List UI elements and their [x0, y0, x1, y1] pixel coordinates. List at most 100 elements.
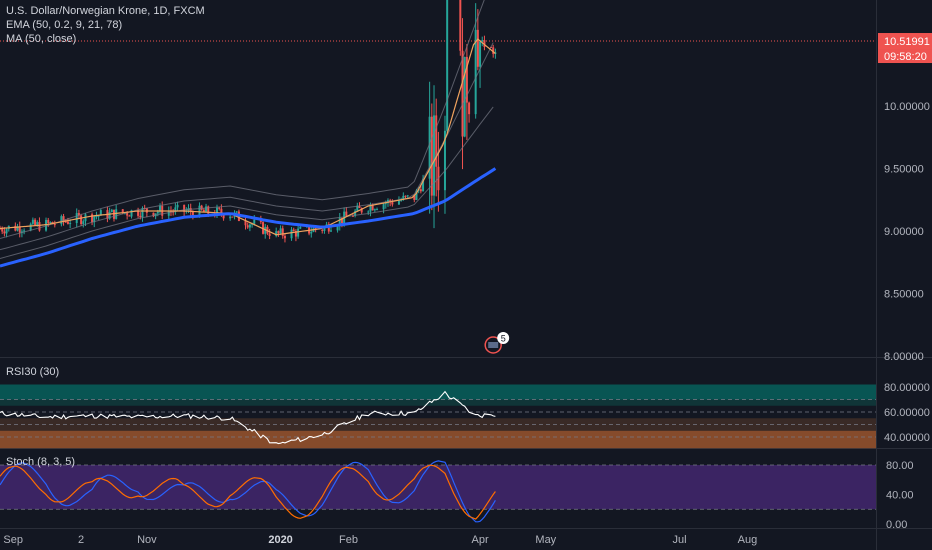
candle-body[interactable] — [62, 216, 65, 222]
rsi-title[interactable]: RSI30 (30) — [6, 366, 60, 378]
candle-body[interactable] — [259, 219, 262, 223]
candle-body[interactable] — [47, 219, 50, 224]
candle-body[interactable] — [413, 195, 416, 200]
candle-body[interactable] — [404, 195, 407, 197]
candle-body[interactable] — [323, 226, 326, 231]
candle-body[interactable] — [244, 221, 247, 226]
candle-body[interactable] — [422, 178, 425, 192]
candle-body[interactable] — [174, 207, 177, 213]
indicator-ma-label[interactable]: MA (50, close) — [6, 33, 77, 45]
candle-body[interactable] — [20, 231, 23, 233]
candle-body[interactable] — [91, 214, 94, 223]
candle-body[interactable] — [373, 209, 376, 211]
candle-body[interactable] — [327, 224, 330, 232]
candle-body[interactable] — [60, 216, 63, 225]
candle-body[interactable] — [229, 216, 232, 219]
candle-body[interactable] — [93, 216, 96, 223]
candlestick-series[interactable] — [0, 0, 497, 243]
rsi-line[interactable] — [0, 390, 496, 445]
ema-line[interactable] — [0, 38, 496, 236]
candle-body[interactable] — [492, 47, 495, 54]
candle-body[interactable] — [69, 223, 72, 225]
indicator-ema-label[interactable]: EMA (50, 0.2, 9, 21, 78) — [6, 19, 123, 31]
candle-body[interactable] — [294, 230, 297, 237]
candle-body[interactable] — [435, 115, 438, 167]
candle-body[interactable] — [5, 229, 8, 234]
candle-body[interactable] — [446, 0, 449, 131]
last-price-badge[interactable] — [878, 33, 932, 50]
ma-line[interactable] — [0, 167, 497, 268]
candle-body[interactable] — [64, 221, 67, 223]
candle-body[interactable] — [358, 205, 361, 209]
candle-body[interactable] — [461, 50, 464, 137]
candle-body[interactable] — [31, 219, 34, 224]
candle-body[interactable] — [281, 228, 284, 236]
candle-body[interactable] — [292, 229, 295, 231]
candle-body[interactable] — [369, 205, 372, 212]
candle-body[interactable] — [415, 190, 418, 200]
candle-body[interactable] — [82, 221, 85, 225]
candle-body[interactable] — [218, 207, 221, 209]
candle-body[interactable] — [481, 40, 484, 42]
candle-body[interactable] — [207, 206, 210, 214]
candle-body[interactable] — [308, 225, 311, 234]
candle-body[interactable] — [45, 219, 48, 231]
candle-body[interactable] — [77, 213, 80, 216]
candle-body[interactable] — [248, 224, 251, 228]
candle-body[interactable] — [29, 223, 32, 231]
candle-body[interactable] — [235, 211, 238, 213]
candle-body[interactable] — [202, 209, 205, 212]
ema-ribbon-line[interactable] — [0, 106, 494, 259]
stoch-title[interactable]: Stoch (8, 3, 5) — [6, 456, 76, 468]
candle-body[interactable] — [474, 29, 477, 115]
candle-body[interactable] — [53, 224, 56, 226]
candle-body[interactable] — [277, 231, 280, 234]
candle-body[interactable] — [376, 209, 379, 211]
candle-body[interactable] — [402, 195, 405, 200]
candle-body[interactable] — [433, 115, 436, 196]
stoch-d-line[interactable] — [0, 464, 496, 520]
candle-body[interactable] — [329, 230, 332, 232]
candle-body[interactable] — [139, 215, 142, 218]
candle-body[interactable] — [137, 210, 140, 216]
rsi-pane[interactable] — [0, 384, 876, 449]
candle-body[interactable] — [231, 216, 234, 218]
ema-ribbon-line[interactable] — [0, 0, 493, 239]
candle-body[interactable] — [340, 217, 343, 224]
candle-body[interactable] — [476, 29, 479, 67]
symbol-title[interactable]: U.S. Dollar/Norwegian Krone, 1D, FXCM — [6, 5, 205, 17]
ema-ribbon[interactable] — [0, 0, 494, 259]
candle-body[interactable] — [463, 56, 466, 137]
candle-body[interactable] — [66, 221, 69, 224]
candle-body[interactable] — [112, 209, 115, 219]
candle-body[interactable] — [483, 40, 486, 47]
candle-body[interactable] — [130, 210, 133, 217]
candle-body[interactable] — [121, 209, 124, 213]
candle-body[interactable] — [167, 211, 170, 216]
candle-body[interactable] — [351, 215, 354, 217]
candle-body[interactable] — [97, 215, 100, 217]
candle-body[interactable] — [268, 233, 271, 236]
ema-ribbon-line[interactable] — [0, 42, 494, 251]
candle-body[interactable] — [336, 226, 339, 231]
stoch-k-line[interactable] — [0, 460, 496, 523]
candle-body[interactable] — [152, 212, 155, 217]
candle-body[interactable] — [310, 231, 313, 234]
candle-body[interactable] — [49, 222, 52, 224]
candle-body[interactable] — [246, 225, 249, 228]
candle-body[interactable] — [189, 208, 192, 213]
event-count-badge[interactable] — [497, 332, 510, 344]
candle-body[interactable] — [321, 229, 324, 231]
candle-body[interactable] — [75, 213, 78, 224]
candle-body[interactable] — [428, 116, 431, 179]
candle-body[interactable] — [419, 189, 422, 192]
candle-body[interactable] — [3, 231, 6, 234]
candle-body[interactable] — [391, 202, 394, 205]
candle-body[interactable] — [99, 210, 102, 216]
candle-body[interactable] — [14, 225, 17, 231]
candle-body[interactable] — [176, 204, 179, 208]
candle-body[interactable] — [356, 205, 359, 211]
candle-body[interactable] — [479, 41, 482, 67]
candle-body[interactable] — [128, 215, 131, 217]
